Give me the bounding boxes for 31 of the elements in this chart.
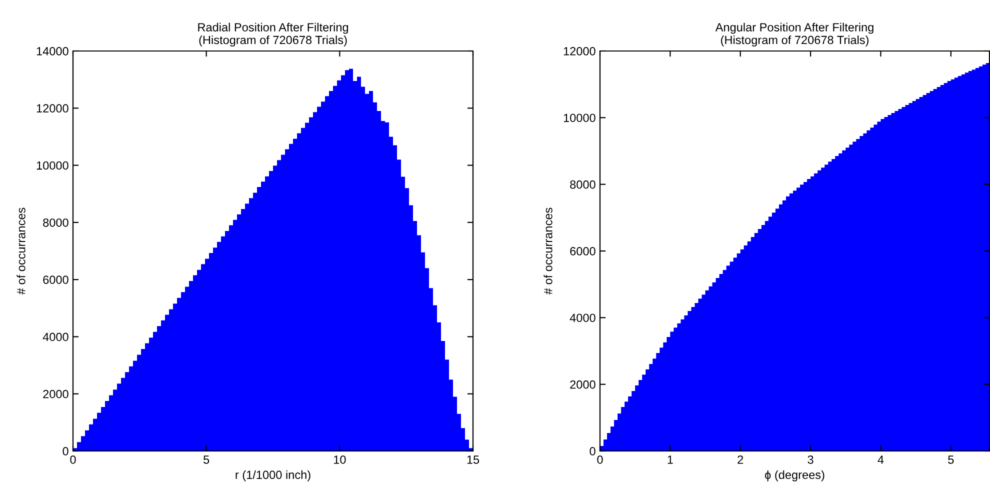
y-tick-label: 12000 <box>564 47 596 56</box>
x-tick-label: 15 <box>467 456 480 464</box>
y-tick-label: 8000 <box>570 180 596 189</box>
x-tick-label: 0 <box>70 455 76 464</box>
y-tick-label: 10000 <box>36 161 68 170</box>
y-tick-label: 2000 <box>43 390 68 398</box>
x-tick-label: 5 <box>204 456 210 464</box>
chart-title: Angular Position After Filtering (Histogram of 720678 Trials) <box>715 22 874 47</box>
x-tick-label: 10 <box>334 455 346 464</box>
x-tick-label: 5 <box>948 456 954 464</box>
x-tick-label: 4 <box>878 456 884 464</box>
y-tick-label: 4000 <box>570 314 596 322</box>
y-tick-label: 12000 <box>36 104 68 113</box>
y-tick-label: 8000 <box>43 218 68 227</box>
x-tick-label: 3 <box>808 455 814 464</box>
x-axis-title: ϕ (degrees) <box>765 470 824 482</box>
x-axis-title: r (1/1000 inch) <box>236 470 310 482</box>
y-tick-label: 10000 <box>564 114 596 122</box>
y-tick-label: 2000 <box>570 380 596 389</box>
y-tick-label: 0 <box>62 447 68 456</box>
x-tick-label: 1 <box>668 456 673 464</box>
x-tick-label: 0 <box>597 455 603 464</box>
y-tick-label: 4000 <box>42 332 68 342</box>
y-tick-label: 0 <box>590 447 596 456</box>
y-tick-label: 6000 <box>570 247 596 256</box>
y-axis-title: # of occurrances <box>544 208 552 295</box>
y-tick-label: 6000 <box>43 276 68 284</box>
x-tick-label: 2 <box>738 455 744 464</box>
chart-title: Radial Position After Filtering (Histogram of 720678 Trials) <box>198 22 348 47</box>
y-tick-label: 14000 <box>36 47 68 56</box>
y-axis-title: # of occurrances <box>16 208 26 295</box>
